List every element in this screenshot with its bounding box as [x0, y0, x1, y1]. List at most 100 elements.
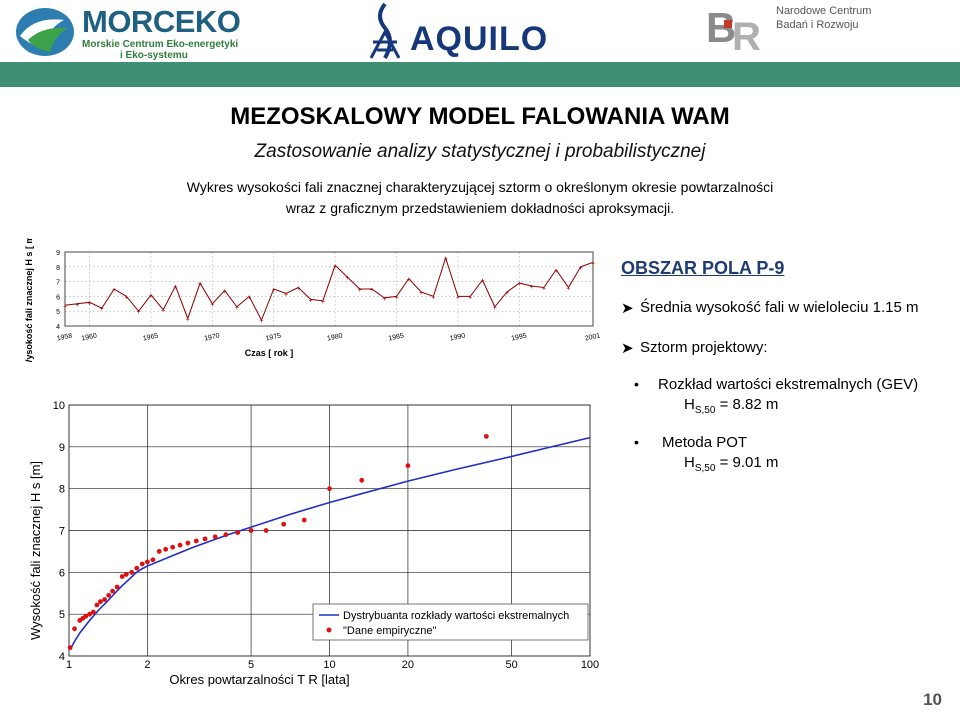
- timeseries-point: +: [530, 284, 534, 291]
- empirical-point: [235, 530, 241, 535]
- header-bar: MORCEKO Morskie Centrum Eko-energetyki i…: [0, 0, 960, 62]
- return-period-xtick-label: 100: [581, 659, 599, 671]
- timeseries-point: +: [247, 294, 251, 301]
- timeseries-xlabel: Czas [ rok ]: [245, 348, 294, 358]
- pot-value-symbol: H: [684, 454, 695, 471]
- page-number: 10: [923, 690, 942, 709]
- timeseries-chart: + + + + + + + + + + + + + + + + + + + + + + + + + + + + + + + + + + + + + + + +…: [24, 238, 600, 362]
- timeseries-point: +: [333, 263, 337, 270]
- empirical-point: [177, 542, 183, 548]
- timeseries-point: +: [149, 293, 153, 300]
- aquilo-emblem-icon: [369, 2, 401, 59]
- timeseries-point: +: [579, 265, 583, 272]
- timeseries-point: +: [542, 286, 546, 293]
- timeseries-ytick-label: 6: [56, 294, 60, 301]
- timeseries-ytick-label: 9: [56, 250, 60, 257]
- morceko-sub1: Morskie Centrum Eko-energetyki: [82, 39, 239, 50]
- empirical-point: [156, 549, 162, 554]
- timeseries-point: +: [505, 290, 509, 297]
- empirical-point: [223, 532, 229, 538]
- timeseries-series-line: [64, 256, 594, 322]
- empirical-point: [170, 544, 176, 550]
- timeseries-point: +: [554, 268, 558, 275]
- empirical-point: [67, 645, 73, 651]
- return-period-xtick-label: 10: [323, 659, 335, 671]
- timeseries-point: +: [124, 294, 128, 301]
- empirical-point: [119, 574, 125, 579]
- empirical-point: [301, 517, 307, 523]
- empirical-point: [248, 528, 254, 533]
- pot-label: Metoda POT: [662, 434, 748, 451]
- morceko-logo-icon: [16, 8, 74, 56]
- empirical-point: [102, 597, 108, 602]
- morceko-name: MORCEKO: [82, 4, 241, 39]
- timeseries-point: +: [345, 275, 349, 282]
- timeseries-point: +: [223, 288, 227, 295]
- return-period-ytick-label: 8: [59, 484, 65, 496]
- gev-distribution-line: [69, 436, 591, 651]
- legend-entry-gev: Dystrybuanta rozkłady wartości ekstremal…: [343, 610, 569, 622]
- return-period-xtick-label: 20: [402, 659, 414, 671]
- timeseries-point: +: [112, 287, 116, 294]
- ncbr-line1: Narodowe Centrum: [776, 5, 872, 17]
- timeseries-point: +: [566, 286, 570, 293]
- timeseries-ytick-label: 5: [56, 309, 60, 316]
- area-title: OBSZAR POLA P-9: [621, 258, 785, 278]
- timeseries-point: +: [468, 294, 472, 301]
- return-period-xtick-label: 2: [144, 659, 150, 671]
- timeseries-xtick-label: 1958: [56, 332, 73, 342]
- aquilo-name: AQUILO: [410, 20, 549, 58]
- timeseries-xtick-label: 1990: [449, 332, 466, 342]
- empirical-point: [139, 561, 145, 567]
- timeseries-point: +: [444, 256, 448, 263]
- timeseries-xtick-label: 1960: [81, 332, 98, 342]
- timeseries-point: +: [321, 299, 325, 306]
- timeseries-xtick-label: 1970: [204, 332, 221, 342]
- timeseries-ytick-label: 4: [56, 324, 60, 331]
- return-period-xtick-label: 50: [505, 659, 517, 671]
- timeseries-point: +: [284, 291, 288, 298]
- timeseries-point: +: [517, 281, 521, 288]
- timeseries-ytick-label: 7: [56, 280, 60, 287]
- pot-value-number: = 9.01 m: [715, 454, 779, 471]
- return-period-ytick-label: 9: [59, 442, 65, 454]
- slide-title: MEZOSKALOWY MODEL FALOWANIA WAM: [230, 103, 730, 130]
- arrow-bullet-icon: ➤: [621, 300, 634, 317]
- empirical-point: [114, 584, 120, 590]
- return-period-ytick-label: 7: [59, 526, 65, 538]
- ncbr-logo-icon: B R: [706, 4, 761, 56]
- ncbr-line2: Badań i Rozwoju: [776, 19, 859, 31]
- timeseries-point: +: [296, 286, 300, 293]
- description-line-2: wraz z graficznym przedstawieniem dokład…: [285, 200, 675, 216]
- return-period-ylabel: Wysokość fali znacznej H s [m]: [28, 461, 43, 640]
- return-period-ytick-label: 5: [59, 609, 65, 621]
- legend-box: [312, 603, 589, 641]
- timeseries-point: +: [493, 305, 497, 312]
- gev-value-number: = 8.82 m: [715, 396, 779, 413]
- timeseries-xtick-label: 2001: [584, 332, 600, 342]
- empirical-point: [263, 528, 269, 533]
- return-period-ytick-label: 10: [53, 400, 65, 412]
- empirical-point: [405, 463, 411, 469]
- empirical-point: [359, 477, 365, 483]
- gev-value-symbol: H: [684, 396, 695, 413]
- timeseries-xtick-label: 1995: [511, 332, 528, 342]
- return-period-ytick-label: 6: [59, 567, 65, 579]
- empirical-point: [193, 538, 199, 544]
- timeseries-frame: [64, 251, 594, 327]
- timeseries-point: +: [309, 297, 313, 304]
- timeseries-point: +: [358, 287, 362, 294]
- pot-value: HS,50 = 9.01 m: [684, 454, 778, 474]
- gev-label: Rozkład wartości ekstremalnych (GEV): [658, 376, 919, 393]
- timeseries-point: +: [382, 296, 386, 303]
- empirical-point: [483, 433, 489, 439]
- arrow-bullet-icon: ➤: [621, 340, 634, 357]
- empirical-point: [129, 569, 135, 575]
- timeseries-ytick-label: 8: [56, 265, 60, 272]
- empirical-point: [90, 609, 96, 615]
- description-line-1: Wykres wysokości fali znacznej charakter…: [186, 179, 774, 195]
- return-period-chart: 1 2 5 10 20 50 100 4 5 6 7 8 9 10 Dystrybuanta rozkł…: [28, 400, 599, 687]
- timeseries-point: +: [88, 300, 92, 307]
- return-period-ytick-label: 4: [59, 651, 65, 663]
- return-period-frame: [68, 404, 591, 657]
